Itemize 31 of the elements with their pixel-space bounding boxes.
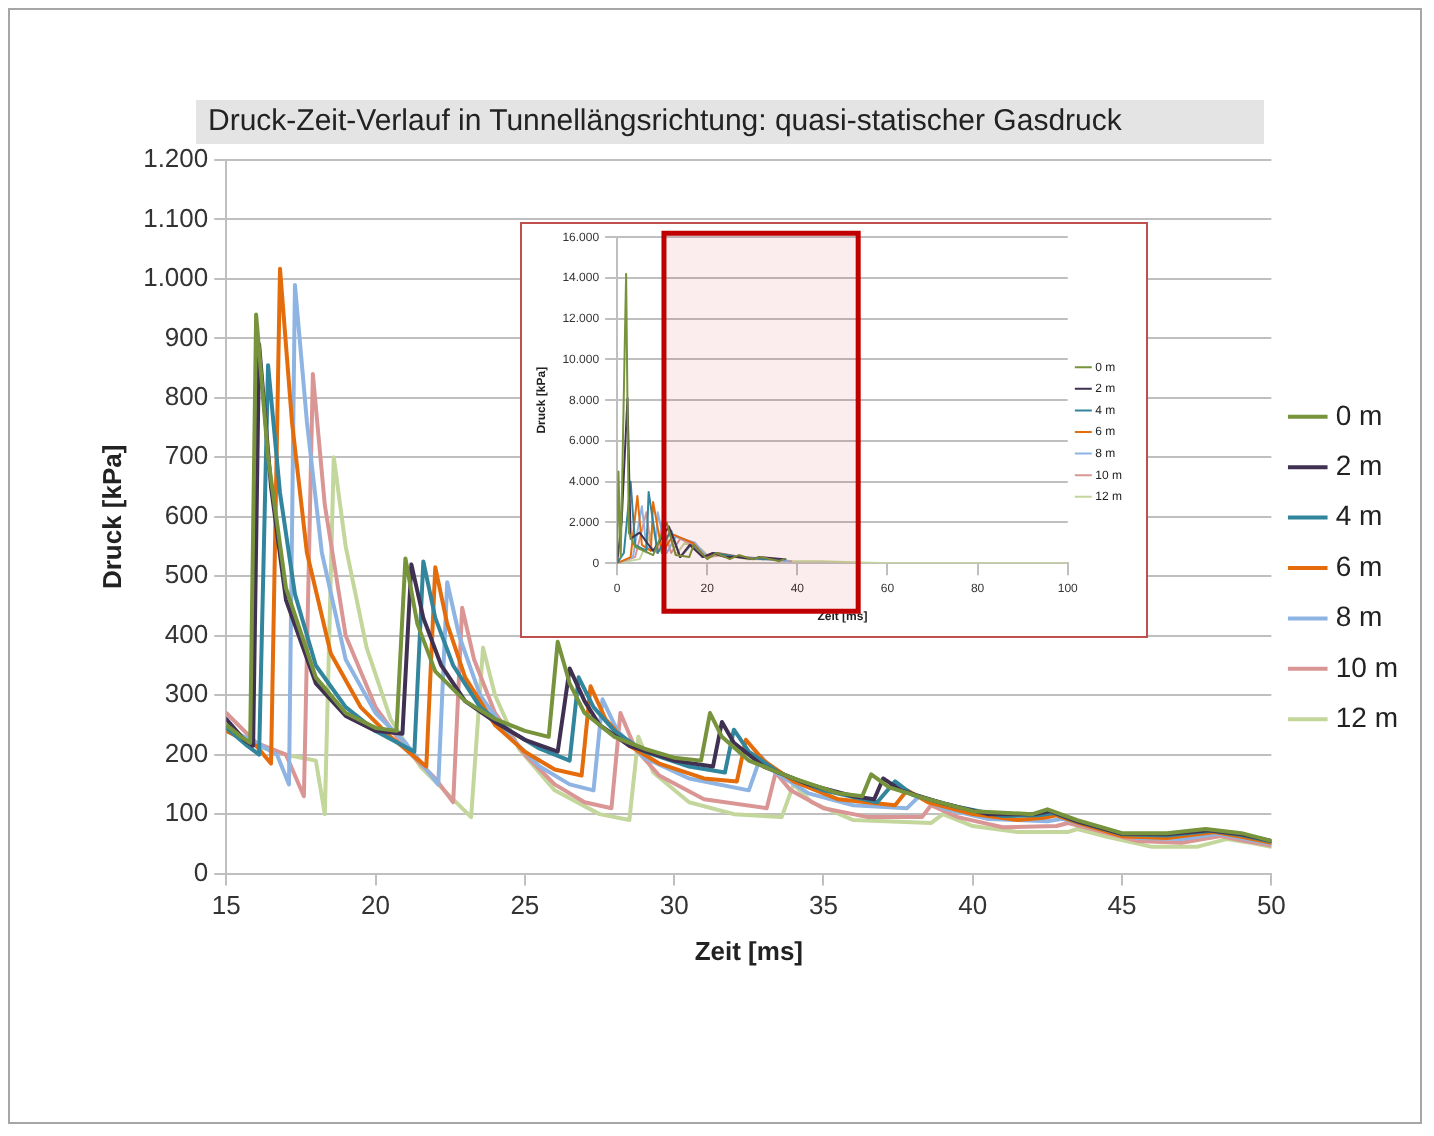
x-tick-label: 35: [808, 890, 838, 921]
legend-label: 2 m: [1335, 448, 1383, 481]
y-tick-label: 400: [164, 618, 209, 649]
legend-label: 8 m: [1335, 600, 1383, 633]
y-tick-label: 700: [164, 440, 209, 471]
y-tick-label: 0: [193, 856, 209, 887]
legend-label: 0 m: [1335, 398, 1383, 431]
x-tick-label: 45: [1107, 890, 1137, 921]
legend-label: 6 m: [1335, 549, 1383, 582]
legend-label: 4 m: [1335, 499, 1383, 532]
x-tick-label: 50: [1256, 890, 1286, 921]
legend-label: 12 m: [1335, 700, 1398, 733]
y-tick-label: 300: [164, 678, 209, 709]
x-tick-label: 20: [361, 890, 391, 921]
x-tick-label: 25: [510, 890, 540, 921]
x-tick-label: 40: [958, 890, 988, 921]
y-tick-label: 600: [164, 499, 209, 530]
y-tick-label: 800: [164, 381, 209, 412]
y-tick-label: 500: [164, 559, 209, 590]
chart-title: Druck-Zeit-Verlauf in Tunnellängsrichtung: quasi-statischer Gasdruck: [208, 102, 1122, 142]
y-tick-label: 100: [164, 797, 209, 828]
y-tick-label: 1.000: [143, 262, 209, 293]
y-tick-label: 1.100: [143, 202, 209, 233]
legend-label: 10 m: [1335, 650, 1398, 683]
y-tick-label: 200: [164, 737, 209, 768]
y-axis-title: Druck [kPa]: [96, 444, 127, 590]
y-tick-label: 1.200: [143, 143, 209, 174]
y-tick-label: 900: [164, 321, 209, 352]
x-tick-label: 15: [211, 890, 241, 921]
x-tick-label: 30: [659, 890, 689, 921]
x-axis-title: Zeit [ms]: [694, 935, 803, 966]
